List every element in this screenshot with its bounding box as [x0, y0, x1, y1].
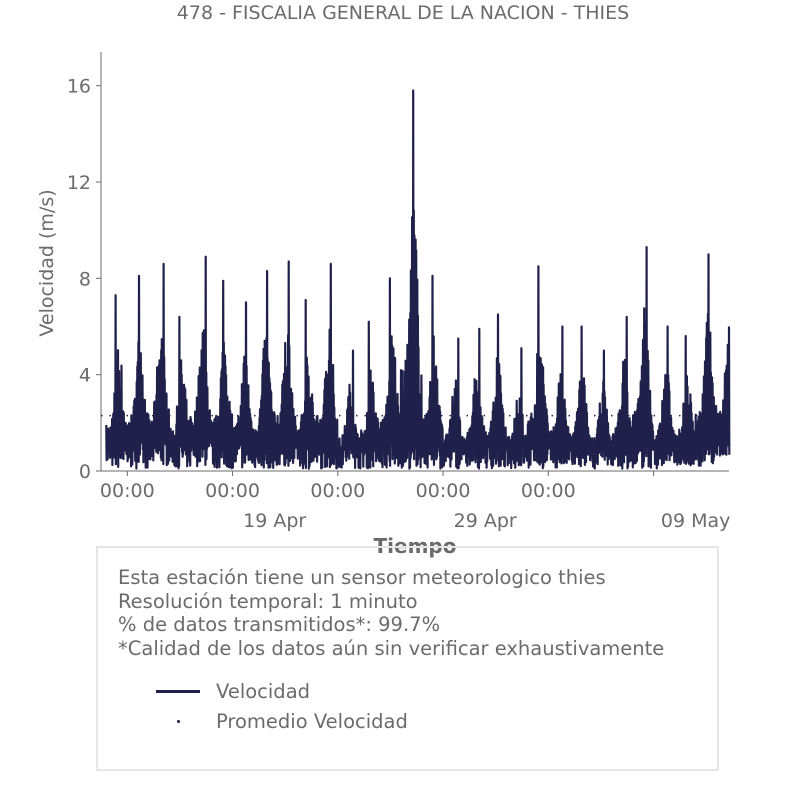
x-minor-tick-label: 00:00 [205, 480, 260, 502]
legend-line-swatch [156, 690, 200, 693]
x-major-tick-label: 19 Apr [243, 510, 306, 532]
x-minor-tick-label: 00:00 [310, 480, 365, 502]
y-tick-label: 4 [79, 365, 91, 387]
velocidad-line [105, 89, 731, 470]
x-major-tick-label: 29 Apr [454, 510, 517, 532]
y-axis-label: Velocidad (m/s) [36, 189, 58, 336]
legend-label-promedio: Promedio Velocidad [216, 710, 408, 733]
legend-item-velocidad: Velocidad [156, 680, 310, 703]
station-info: Esta estación tiene un sensor meteorolog… [118, 566, 664, 660]
x-minor-tick-label: 00:00 [416, 480, 471, 502]
y-tick-label: 12 [67, 172, 91, 194]
x-minor-tick-label: 00:00 [100, 480, 155, 502]
y-tick-label: 16 [67, 76, 91, 98]
y-tick-label: 0 [79, 461, 91, 483]
x-major-tick-label: 09 May [661, 510, 731, 532]
info-line-resolution: Resolución temporal: 1 minuto [118, 589, 418, 613]
info-legend-box: Esta estación tiene un sensor meteorolog… [96, 546, 719, 771]
legend-label-velocidad: Velocidad [216, 680, 311, 703]
info-line-sensor: Esta estación tiene un sensor meteorolog… [118, 566, 606, 589]
x-minor-tick-label: 00:00 [521, 480, 576, 502]
legend-dot-swatch [176, 720, 180, 723]
y-tick-label: 8 [79, 268, 91, 290]
chart-title: 478 - FISCALIA GENERAL DE LA NACION - TH… [176, 2, 630, 24]
series-velocidad [105, 89, 731, 470]
info-line-transmitted: % de datos transmitidos*: 99.7% [118, 613, 441, 636]
info-line-quality: *Calidad de los datos aún sin verificar … [118, 636, 665, 660]
legend-item-promedio: Promedio Velocidad [156, 710, 408, 733]
